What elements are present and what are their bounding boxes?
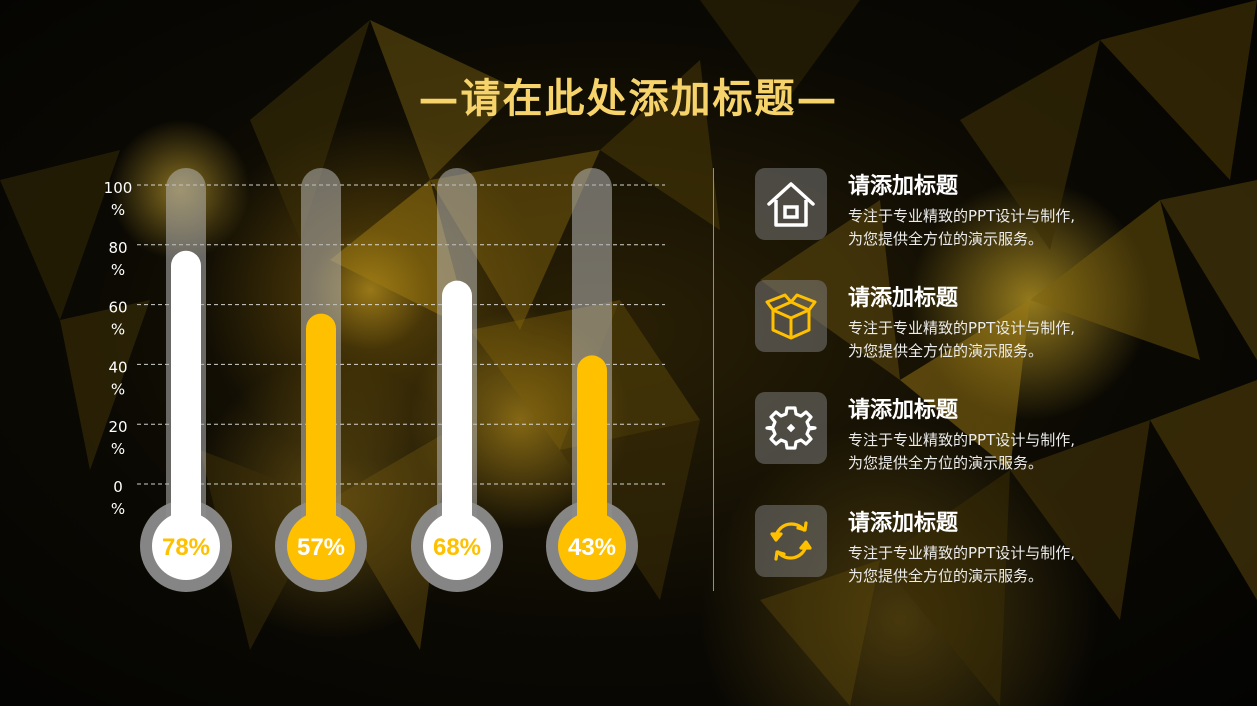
feature-title: 请添加标题 <box>848 511 959 536</box>
bar-fill <box>577 355 607 546</box>
y-tick-label: 0% <box>111 478 125 518</box>
feature-description-line: 为您提供全方位的演示服务。 <box>848 454 1044 472</box>
feature-description: 专注于专业精致的PPT设计与制作, 为您提供全方位的演示服务。 <box>848 317 1075 363</box>
bar-fill <box>171 250 201 546</box>
thermometer-bar: 57% <box>275 168 367 592</box>
bar-value-label: 43% <box>568 534 616 561</box>
feature-description-line: 专注于专业精致的PPT设计与制作, <box>848 431 1076 449</box>
feature-description-line: 专注于专业精致的PPT设计与制作, <box>848 319 1076 337</box>
y-tick-label: 80% <box>108 239 127 279</box>
page-title: —请在此处添加标题— <box>418 75 839 122</box>
y-tick-label: 20% <box>108 418 127 458</box>
divider <box>713 168 714 591</box>
bar-value-label: 57% <box>297 534 345 561</box>
y-tick-label: 40% <box>108 358 127 398</box>
bar-fill <box>442 280 472 546</box>
feature-description-line: 为您提供全方位的演示服务。 <box>848 342 1044 360</box>
thermometer-bar: 43% <box>546 168 638 592</box>
y-tick-label: 100% <box>104 179 133 219</box>
bar-fill <box>306 313 336 546</box>
gridlines <box>137 184 665 485</box>
bar-bulb <box>558 512 626 580</box>
gear-icon <box>765 406 817 450</box>
feature-description-line: 为您提供全方位的演示服务。 <box>848 230 1044 248</box>
gear-icon-box <box>755 392 827 464</box>
feature-description: 专注于专业精致的PPT设计与制作, 为您提供全方位的演示服务。 <box>848 542 1075 588</box>
thermometer-bar: 78% <box>140 168 232 592</box>
bar-value-label: 68% <box>433 534 481 561</box>
feature-item-3: 请添加标题 专注于专业精致的PPT设计与制作, 为您提供全方位的演示服务。 <box>755 392 1155 482</box>
feature-item-4: 请添加标题 专注于专业精致的PPT设计与制作, 为您提供全方位的演示服务。 <box>755 505 1155 595</box>
house-icon-box <box>755 168 827 240</box>
thermometer-chart: 0 % 20 % 40 % 60 % 80 % 100% 78% 57% 68% 43% <box>104 168 665 592</box>
feature-description-line: 专注于专业精致的PPT设计与制作, <box>848 544 1076 562</box>
bar-bulb <box>287 512 355 580</box>
feature-description: 专注于专业精致的PPT设计与制作, 为您提供全方位的演示服务。 <box>848 429 1075 475</box>
y-tick-label: 60% <box>108 299 127 339</box>
bar-bulb <box>423 512 491 580</box>
feature-item-1: 请添加标题 专注于专业精致的PPT设计与制作, 为您提供全方位的演示服务。 <box>755 168 1155 258</box>
feature-description-line: 为您提供全方位的演示服务。 <box>848 567 1044 585</box>
refresh-icon <box>770 521 812 561</box>
house-icon <box>767 182 815 227</box>
bars: 78% 57% 68% 43% <box>140 168 638 592</box>
open-box-icon-box <box>755 280 827 352</box>
open-box-icon <box>765 293 817 340</box>
bar-bulb <box>152 512 220 580</box>
feature-description: 专注于专业精致的PPT设计与制作, 为您提供全方位的演示服务。 <box>848 205 1075 251</box>
feature-item-2: 请添加标题 专注于专业精致的PPT设计与制作, 为您提供全方位的演示服务。 <box>755 280 1155 370</box>
bar-value-label: 78% <box>162 534 210 561</box>
feature-title: 请添加标题 <box>848 398 959 423</box>
feature-description-line: 专注于专业精致的PPT设计与制作, <box>848 207 1076 225</box>
feature-title: 请添加标题 <box>848 174 959 199</box>
refresh-icon-box <box>755 505 827 577</box>
feature-title: 请添加标题 <box>848 286 959 311</box>
y-axis-ticks: 0 % 20 % 40 % 60 % 80 % 100% <box>104 179 133 518</box>
thermometer-bar: 68% <box>411 168 503 592</box>
